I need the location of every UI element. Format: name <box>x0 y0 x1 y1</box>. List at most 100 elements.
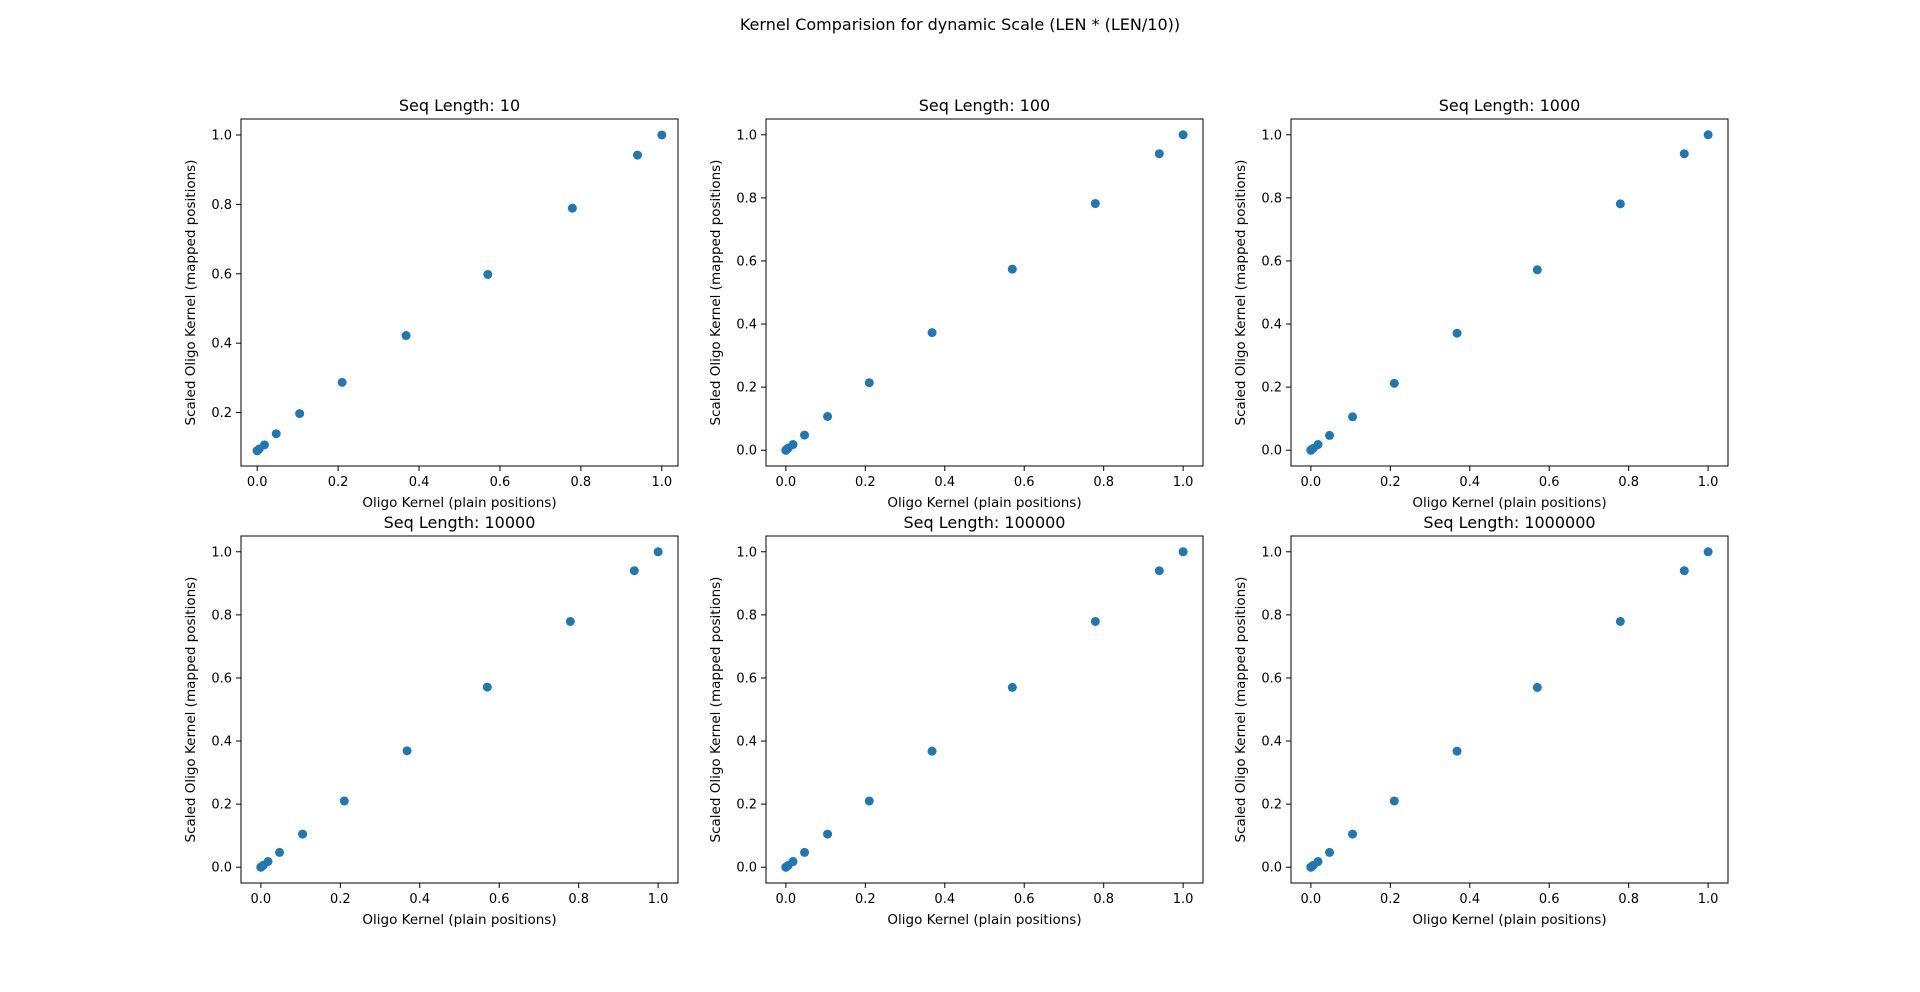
data-point <box>653 547 663 557</box>
y-tick-label: 0.8 <box>1261 608 1282 623</box>
y-tick-label: 0.2 <box>211 798 232 813</box>
data-point <box>1389 378 1399 388</box>
y-axis-label: Scaled Oligo Kernel (mapped positions) <box>1233 577 1249 843</box>
x-tick-label: 0.2 <box>1380 892 1401 907</box>
data-point <box>567 203 577 213</box>
y-axis-label: Scaled Oligo Kernel (mapped positions) <box>183 577 199 843</box>
data-point <box>483 269 493 279</box>
x-tick-label: 0.6 <box>489 892 510 907</box>
y-tick-label: 1.0 <box>1261 545 1282 560</box>
y-tick-label: 0.2 <box>736 798 757 813</box>
axes-frame <box>1290 535 1729 884</box>
x-tick-label: 1.0 <box>1698 475 1719 490</box>
data-point <box>1679 566 1689 576</box>
y-tick-label: 0.6 <box>1261 671 1282 686</box>
data-point <box>275 847 285 857</box>
data-point <box>864 796 874 806</box>
y-tick-label: 0.0 <box>736 861 757 876</box>
x-tick-label: 0.2 <box>855 892 876 907</box>
x-tick-label: 1.0 <box>648 892 669 907</box>
data-point <box>1452 746 1462 756</box>
subplot-title: Seq Length: 10 <box>399 96 520 115</box>
subplot-title: Seq Length: 10000 <box>384 513 536 532</box>
y-tick-label: 0.6 <box>211 671 232 686</box>
data-point <box>823 411 833 421</box>
data-point <box>823 829 833 839</box>
data-point <box>1325 847 1335 857</box>
x-tick-label: 0.4 <box>934 475 955 490</box>
x-axis-label: Oligo Kernel (plain positions) <box>1412 495 1606 511</box>
data-point <box>800 847 810 857</box>
figure-title: Kernel Comparision for dynamic Scale (LE… <box>739 15 1181 34</box>
x-tick-label: 0.6 <box>1014 475 1035 490</box>
data-point <box>1615 199 1625 209</box>
x-tick-label: 0.0 <box>1301 475 1322 490</box>
subplot-title: Seq Length: 1000 <box>1439 96 1581 115</box>
data-point <box>1090 616 1100 626</box>
data-point <box>1703 547 1713 557</box>
y-tick-label: 0.4 <box>1261 318 1282 333</box>
y-axis-label: Scaled Oligo Kernel (mapped positions) <box>708 160 724 426</box>
subplot-title: Seq Length: 1000000 <box>1423 513 1595 532</box>
data-point <box>482 682 492 692</box>
data-point <box>1007 264 1017 274</box>
x-axis-label: Oligo Kernel (plain positions) <box>362 912 556 928</box>
y-axis-label: Scaled Oligo Kernel (mapped positions) <box>183 160 199 426</box>
data-point <box>1178 547 1188 557</box>
x-axis-label: Oligo Kernel (plain positions) <box>887 912 1081 928</box>
data-point <box>565 616 575 626</box>
data-point <box>1178 130 1188 140</box>
x-tick-label: 0.0 <box>247 475 268 490</box>
y-tick-label: 1.0 <box>1261 128 1282 143</box>
axes-frame <box>240 535 679 884</box>
y-tick-label: 0.4 <box>736 735 757 750</box>
x-tick-label: 0.2 <box>328 475 349 490</box>
y-tick-label: 0.0 <box>736 444 757 459</box>
data-point <box>927 328 937 338</box>
subplot-6: Seq Length: 1000000 0.0 0.2 0.4 0.6 0.8 1.0 0.0… <box>1233 513 1729 928</box>
data-point <box>864 378 874 388</box>
data-point <box>271 429 281 439</box>
x-tick-label: 1.0 <box>1698 892 1719 907</box>
x-tick-label: 0.8 <box>1093 892 1114 907</box>
x-tick-label: 0.2 <box>855 475 876 490</box>
y-tick-label: 0.8 <box>211 198 232 213</box>
data-point <box>1154 566 1164 576</box>
x-tick-label: 0.6 <box>1014 892 1035 907</box>
x-axis-label: Oligo Kernel (plain positions) <box>1412 912 1606 928</box>
data-point <box>298 829 308 839</box>
subplot-3: Seq Length: 1000 0.0 0.2 0.4 0.6 0.8 1.0 0.0 0.2… <box>1233 96 1729 511</box>
x-tick-label: 0.4 <box>1459 892 1480 907</box>
data-point <box>402 746 412 756</box>
data-point <box>339 796 349 806</box>
data-point <box>1007 682 1017 692</box>
y-tick-label: 0.4 <box>211 337 232 352</box>
data-point <box>788 440 798 450</box>
subplot-2: Seq Length: 100 0.0 0.2 0.4 0.6 0.8 1.0 0.0 0.2 0… <box>708 96 1204 511</box>
y-tick-label: 0.2 <box>211 406 232 421</box>
data-point <box>1348 412 1358 422</box>
x-tick-label: 0.2 <box>1380 475 1401 490</box>
data-point <box>633 150 643 160</box>
data-point <box>800 430 810 440</box>
subplot-1: Seq Length: 10 0.0 0.2 0.4 0.6 0.8 1.0 0.2 0.4 0.… <box>183 96 679 511</box>
y-tick-label: 0.0 <box>211 861 232 876</box>
x-tick-label: 0.8 <box>1093 475 1114 490</box>
data-point <box>1532 265 1542 275</box>
y-tick-label: 0.4 <box>736 318 757 333</box>
y-axis-label: Scaled Oligo Kernel (mapped positions) <box>708 577 724 843</box>
x-tick-label: 0.8 <box>571 475 592 490</box>
x-tick-label: 0.6 <box>1539 475 1560 490</box>
data-point <box>1313 440 1323 450</box>
y-tick-label: 0.2 <box>736 381 757 396</box>
x-tick-label: 0.4 <box>409 892 430 907</box>
y-tick-label: 1.0 <box>211 128 232 143</box>
y-tick-label: 0.8 <box>1261 191 1282 206</box>
y-tick-label: 1.0 <box>736 128 757 143</box>
subplot-title: Seq Length: 100 <box>919 96 1050 115</box>
data-point <box>295 409 305 419</box>
data-point <box>1090 199 1100 209</box>
x-tick-label: 1.0 <box>1173 475 1194 490</box>
